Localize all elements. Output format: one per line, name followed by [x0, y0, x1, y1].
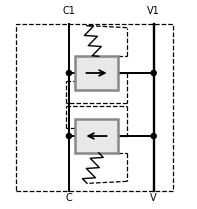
Circle shape [66, 70, 72, 75]
Circle shape [151, 134, 156, 139]
Circle shape [151, 70, 156, 75]
Bar [75, 56, 118, 90]
Text: V1: V1 [147, 6, 160, 16]
Text: V: V [150, 193, 157, 203]
Text: C: C [66, 193, 72, 203]
Circle shape [66, 134, 72, 139]
Text: C1: C1 [62, 6, 75, 16]
Bar [75, 119, 118, 153]
